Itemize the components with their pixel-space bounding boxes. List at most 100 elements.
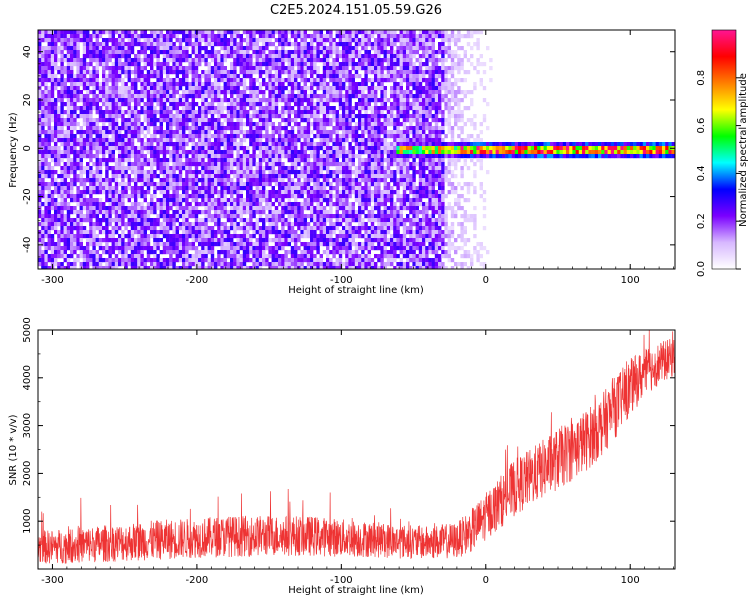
spectrogram-cell <box>194 86 199 91</box>
spectrogram-cell <box>121 258 125 263</box>
spectrogram-cell <box>300 34 304 39</box>
spectrogram-cell <box>319 202 323 207</box>
spectrogram-cell <box>95 162 99 167</box>
spectrogram-cell <box>268 42 272 47</box>
spectrogram-cell <box>268 70 272 75</box>
spectrogram-cell <box>79 246 83 251</box>
spectrogram-cell <box>281 78 285 83</box>
spectrogram-cell <box>249 246 253 251</box>
spectrogram-cell <box>95 34 99 39</box>
spectrogram-cell <box>153 38 157 43</box>
spectrogram-cell <box>92 90 96 95</box>
spectrogram-cell <box>338 178 343 183</box>
spectrogram-cell <box>150 170 154 175</box>
spectrogram-cell <box>217 206 221 211</box>
spectrogram-cell <box>130 214 135 219</box>
spectrogram-cell <box>326 158 330 163</box>
spectrogram-cell <box>226 42 231 47</box>
spectrogram-cell <box>306 134 311 139</box>
spectrogram-cell <box>47 110 51 115</box>
spectrogram-cell <box>82 258 87 263</box>
spectrogram-cell <box>223 210 227 215</box>
spectrogram-cell <box>210 102 215 107</box>
spectrogram-cell <box>332 118 336 123</box>
spectrogram-cell <box>108 218 112 223</box>
spectrogram-cell <box>159 214 163 219</box>
spectrogram-cell <box>300 170 304 175</box>
spectrogram-cell <box>271 258 275 263</box>
spectrogram-cell <box>130 206 135 211</box>
spectrogram-cell <box>92 242 96 247</box>
spectrogram-cell <box>86 106 90 111</box>
spectrogram-cell <box>252 214 256 219</box>
spectrogram-cell <box>169 238 173 243</box>
spectrogram-cell <box>246 234 250 239</box>
spectrogram-cell <box>111 130 115 135</box>
spectrogram-cell <box>207 266 211 269</box>
spectrogram-cell <box>319 258 323 263</box>
spectrogram-cell <box>319 50 323 55</box>
spectrogram-cell <box>102 230 106 235</box>
spectrogram-cell <box>60 42 64 47</box>
spectrogram-cell <box>169 38 173 43</box>
spectrogram-cell <box>303 150 307 155</box>
spectrogram-cell <box>76 218 80 223</box>
spectrogram-cell <box>146 126 151 131</box>
spectrogram-cell <box>114 78 119 83</box>
spectrogram-cell <box>54 198 58 203</box>
spectrogram-cell <box>242 198 247 203</box>
spectrogram-cell <box>140 142 144 147</box>
spectrogram-cell <box>175 150 179 155</box>
spectrogram-cell <box>274 114 279 119</box>
spectrogram-cell <box>201 154 205 159</box>
spectrogram-cell <box>143 206 147 211</box>
spectrogram-cell <box>44 154 48 159</box>
spectrogram-cell <box>143 142 147 147</box>
spectrogram-cell <box>172 130 176 135</box>
spectrogram-cell <box>271 58 275 63</box>
spectrogram-cell <box>194 126 199 131</box>
spectrogram-cell <box>319 102 323 107</box>
spectrogram-cell <box>153 202 157 207</box>
spectrogram-cell <box>242 230 247 235</box>
spectrogram-cell <box>271 162 275 167</box>
spectrogram-cell <box>274 86 279 91</box>
spectrogram-cell <box>310 250 314 255</box>
spectrogram-cell <box>287 158 291 163</box>
spectrogram-cell <box>134 66 138 71</box>
spectrogram-cell <box>290 98 295 103</box>
spectrogram-cell <box>47 206 51 211</box>
spectrogram-cell <box>182 234 186 239</box>
spectrogram-cell <box>258 242 263 247</box>
spectrogram-cell <box>146 170 151 175</box>
spectrogram-cell <box>127 138 131 143</box>
spectrogram-cell <box>108 206 112 211</box>
spectrogram-cell <box>143 34 147 39</box>
spectrogram-cell <box>217 222 221 227</box>
spectrogram-cell <box>124 86 128 91</box>
spectrogram-cell <box>156 138 160 143</box>
spectrogram-cell <box>118 234 122 239</box>
spectrogram-cell <box>172 250 176 255</box>
spectrogram-cell <box>47 78 51 83</box>
spectrogram-cell <box>290 206 295 211</box>
spectrogram-cell <box>313 154 317 159</box>
spectrogram-cell <box>313 30 317 35</box>
spectrogram-cell <box>329 46 333 51</box>
spectrogram-cell <box>159 70 163 75</box>
spectrogram-cell <box>274 174 279 179</box>
spectrogram-cell <box>188 202 192 207</box>
spectrogram-cell <box>306 98 311 103</box>
spectrogram-cell <box>178 102 183 107</box>
spectrogram-cell <box>210 206 215 211</box>
spectrogram-cell <box>294 122 298 127</box>
spectrogram-cell <box>47 174 51 179</box>
spectrogram-cell <box>316 174 320 179</box>
spectrogram-cell <box>217 70 221 75</box>
spectrogram-cell <box>220 266 224 269</box>
spectrogram-cell <box>156 34 160 39</box>
spectrogram-cell <box>230 170 234 175</box>
spectrogram-cell <box>134 242 138 247</box>
spectrogram-cell <box>191 198 195 203</box>
spectrogram-cell <box>41 30 45 35</box>
